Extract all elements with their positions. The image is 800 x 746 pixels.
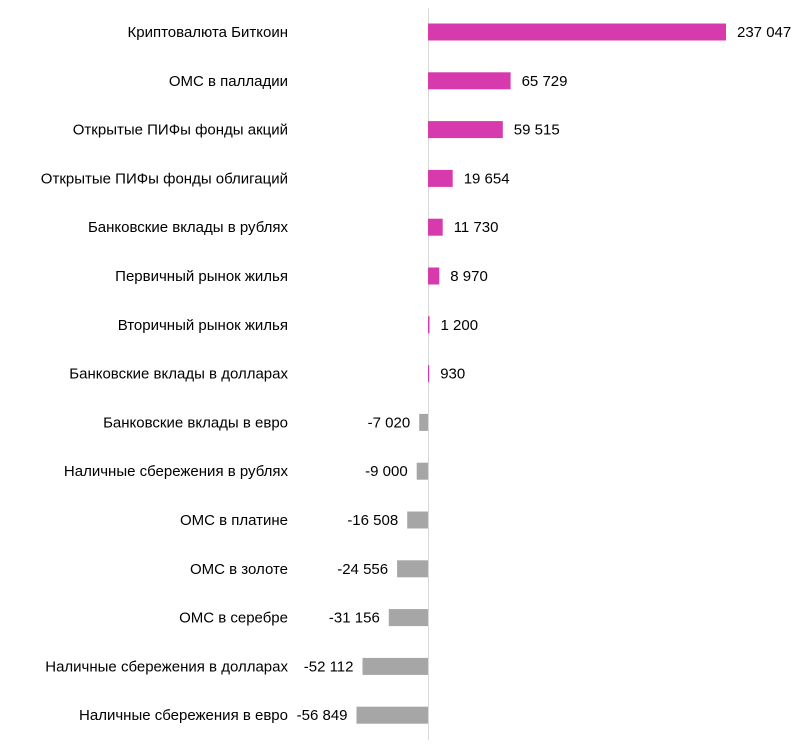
value-labels-group: 237 047 65 729 59 515 19 654 11 730 8 970 1 20…: [297, 24, 792, 724]
data-label: 237 047: [737, 24, 791, 41]
data-label: 1 200: [441, 317, 479, 334]
data-label: 59 515: [514, 122, 560, 139]
bar: [428, 169, 453, 187]
category-label: Наличные сбережения в рублях: [64, 463, 289, 480]
bar: [397, 560, 428, 578]
bars-group: [356, 23, 726, 724]
category-label: Открытые ПИФы фонды облигаций: [41, 170, 288, 187]
category-label: Открытые ПИФы фонды акций: [73, 122, 288, 139]
data-label: 8 970: [450, 268, 488, 285]
data-label: -52 112: [304, 658, 354, 675]
data-label: -24 556: [337, 561, 388, 578]
category-label: ОМС в серебре: [179, 610, 288, 627]
category-labels-group: Криптовалюта Биткоин ОМС в палладии Открыт…: [41, 24, 289, 724]
category-label: Вторичный рынок жилья: [118, 317, 288, 334]
bar: [416, 462, 428, 480]
category-label: ОМС в платине: [180, 512, 288, 529]
bar: [428, 267, 440, 285]
category-label: ОМС в палладии: [169, 73, 288, 90]
category-label: Банковские вклады в евро: [103, 414, 288, 431]
data-label: -56 849: [297, 707, 348, 724]
bar: [362, 657, 428, 675]
bar: [428, 316, 430, 334]
bar: [419, 413, 428, 431]
data-label: -7 020: [368, 414, 411, 431]
bar: [388, 609, 428, 627]
data-label: 19 654: [464, 170, 510, 187]
bar: [428, 218, 443, 236]
bar: [407, 511, 428, 529]
category-label: ОМС в золоте: [190, 561, 288, 578]
data-label: 11 730: [454, 219, 499, 236]
bar: [356, 706, 428, 724]
category-label: Первичный рынок жилья: [115, 268, 288, 285]
bar: [428, 365, 430, 383]
category-label: Банковские вклады в долларах: [69, 366, 288, 383]
category-label: Банковские вклады в рублях: [88, 219, 289, 236]
category-label: Наличные сбережения в долларах: [45, 658, 288, 675]
data-label: -31 156: [329, 610, 380, 627]
category-label: Криптовалюта Биткоин: [128, 24, 288, 41]
bar: [428, 23, 726, 41]
bar: [428, 121, 503, 139]
category-label: Наличные сбережения в евро: [79, 707, 288, 724]
bar: [428, 72, 511, 90]
data-label: 930: [440, 366, 465, 383]
data-label: 65 729: [522, 73, 568, 90]
data-label: -16 508: [347, 512, 398, 529]
data-label: -9 000: [365, 463, 408, 480]
